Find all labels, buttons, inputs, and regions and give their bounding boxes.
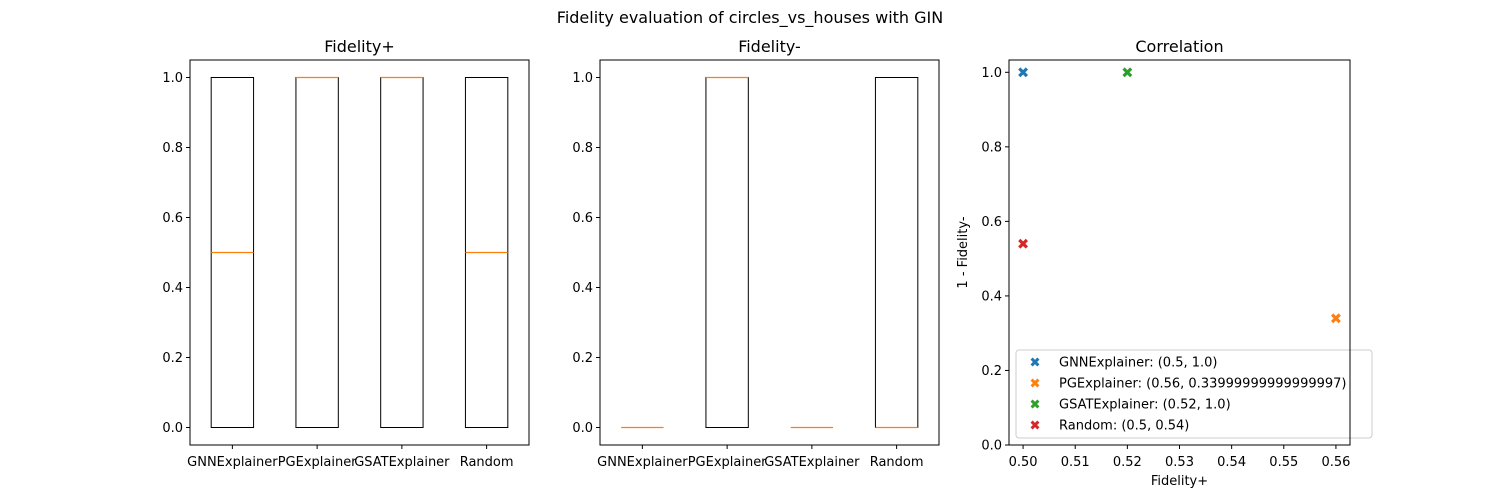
- y-tick-label: 0.0: [981, 439, 1002, 454]
- x-tick-label: GNNExplainer: [597, 455, 688, 470]
- y-tick-label: 0.6: [981, 215, 1002, 230]
- x-tick-label: 0.56: [1321, 455, 1350, 470]
- figure-title: Fidelity evaluation of circles_vs_houses…: [557, 8, 943, 28]
- y-tick-label: 1.0: [162, 71, 183, 86]
- legend-label-3: GSATExplainer: (0.52, 1.0): [1059, 398, 1231, 413]
- x-tick-label: 0.51: [1061, 455, 1090, 470]
- legend: GNNExplainer: (0.5, 1.0) PGExplainer: (0.…: [1015, 349, 1373, 439]
- subplot-title: Correlation: [1135, 37, 1223, 56]
- subplot-2: Fidelity- 0.0 0.2 0.4 0.6 0.8 1.0 GNNExplainer P…: [572, 37, 940, 470]
- box-random: [874, 77, 919, 429]
- y-tick-label: 0.4: [981, 289, 1002, 304]
- y-tick-label: 1.0: [572, 71, 593, 86]
- box-body: [874, 77, 919, 428]
- legend-marker-2: [1030, 378, 1040, 388]
- legend-frame: [1015, 349, 1373, 439]
- y-tick-label: 0.8: [572, 141, 593, 156]
- y-tick-label: 0.2: [572, 351, 593, 366]
- x-tick-label: 0.55: [1269, 455, 1298, 470]
- y-tick-label: 0.0: [162, 421, 183, 436]
- y-tick-label: 0.8: [981, 140, 1002, 155]
- subplot-1: Fidelity+ 0.0 0.2 0.4 0.6 0.8 1.0 GNNExplainer P…: [162, 37, 530, 470]
- x-tick-label: GSATExplainer: [764, 455, 860, 470]
- box-body: [380, 77, 424, 428]
- y-tick-label: 0.4: [162, 281, 183, 296]
- legend-label-1: GNNExplainer: (0.5, 1.0): [1059, 356, 1218, 371]
- scatter-point-1: [1018, 67, 1029, 78]
- x-tick-label: GNNExplainer: [187, 455, 278, 470]
- x-tick-label: Random: [870, 455, 924, 470]
- y-tick-label: 0.6: [572, 211, 593, 226]
- x-axis-label: Fidelity+: [1151, 474, 1208, 489]
- y-axis-label: 1 - Fidelity-: [956, 216, 971, 288]
- legend-label-4: Random: (0.5, 0.54): [1059, 419, 1189, 434]
- box-body: [295, 77, 339, 428]
- legend-marker-4: [1030, 420, 1040, 430]
- axes-frame: [599, 59, 940, 446]
- box-body: [705, 77, 749, 428]
- legend-label-2: PGExplainer: (0.56, 0.33999999999999997): [1059, 377, 1347, 392]
- legend-marker-3: [1030, 399, 1040, 409]
- x-tick-label: PGExplainer: [688, 455, 767, 470]
- x-tick-label: GSATExplainer: [354, 455, 450, 470]
- axes-frame: [189, 59, 530, 446]
- subplot-title: Fidelity+: [324, 37, 395, 56]
- box-pgexplainer: [295, 76, 339, 428]
- x-tick-label: PGExplainer: [278, 455, 357, 470]
- y-tick-label: 0.6: [162, 211, 183, 226]
- axes-frame: [1008, 59, 1351, 446]
- box-random: [464, 77, 509, 428]
- scatter-point-3: [1122, 67, 1133, 78]
- y-tick-label: 0.8: [162, 141, 183, 156]
- y-tick-label: 0.2: [162, 351, 183, 366]
- y-tick-label: 0.0: [572, 421, 593, 436]
- box-gsatexplainer: [380, 76, 424, 428]
- x-tick-label: 0.54: [1217, 455, 1246, 470]
- x-tick-label: 0.50: [1009, 455, 1038, 470]
- y-tick-label: 0.4: [572, 281, 593, 296]
- legend-marker-1: [1030, 357, 1040, 367]
- y-tick-label: 0.2: [981, 364, 1002, 379]
- subplot-3: Correlation 0.0 0.2 0.4 0.6 0.8 1.0 0.50 0.51 0.5…: [956, 37, 1373, 489]
- x-tick-label: 0.53: [1165, 455, 1194, 470]
- scatter-point-4: [1018, 238, 1029, 249]
- y-tick-label: 1.0: [981, 66, 1002, 81]
- subplot-title: Fidelity-: [738, 37, 801, 56]
- x-tick-label: Random: [460, 455, 514, 470]
- box-gnnexplainer: [210, 77, 255, 428]
- x-tick-label: 0.52: [1113, 455, 1142, 470]
- scatter-point-2: [1330, 313, 1341, 324]
- box-pgexplainer: [705, 76, 749, 428]
